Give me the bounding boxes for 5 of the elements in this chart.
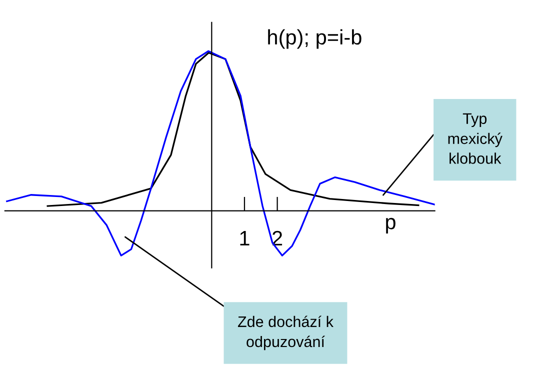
text: Typ mexický klobouk [448, 113, 502, 164]
x-tick-label: 1 [240, 231, 250, 246]
x-axis-title: p [386, 218, 396, 234]
text: Zde dochází k odpuzování [238, 316, 334, 350]
chart-title: h(p); p=i-b [268, 29, 362, 49]
